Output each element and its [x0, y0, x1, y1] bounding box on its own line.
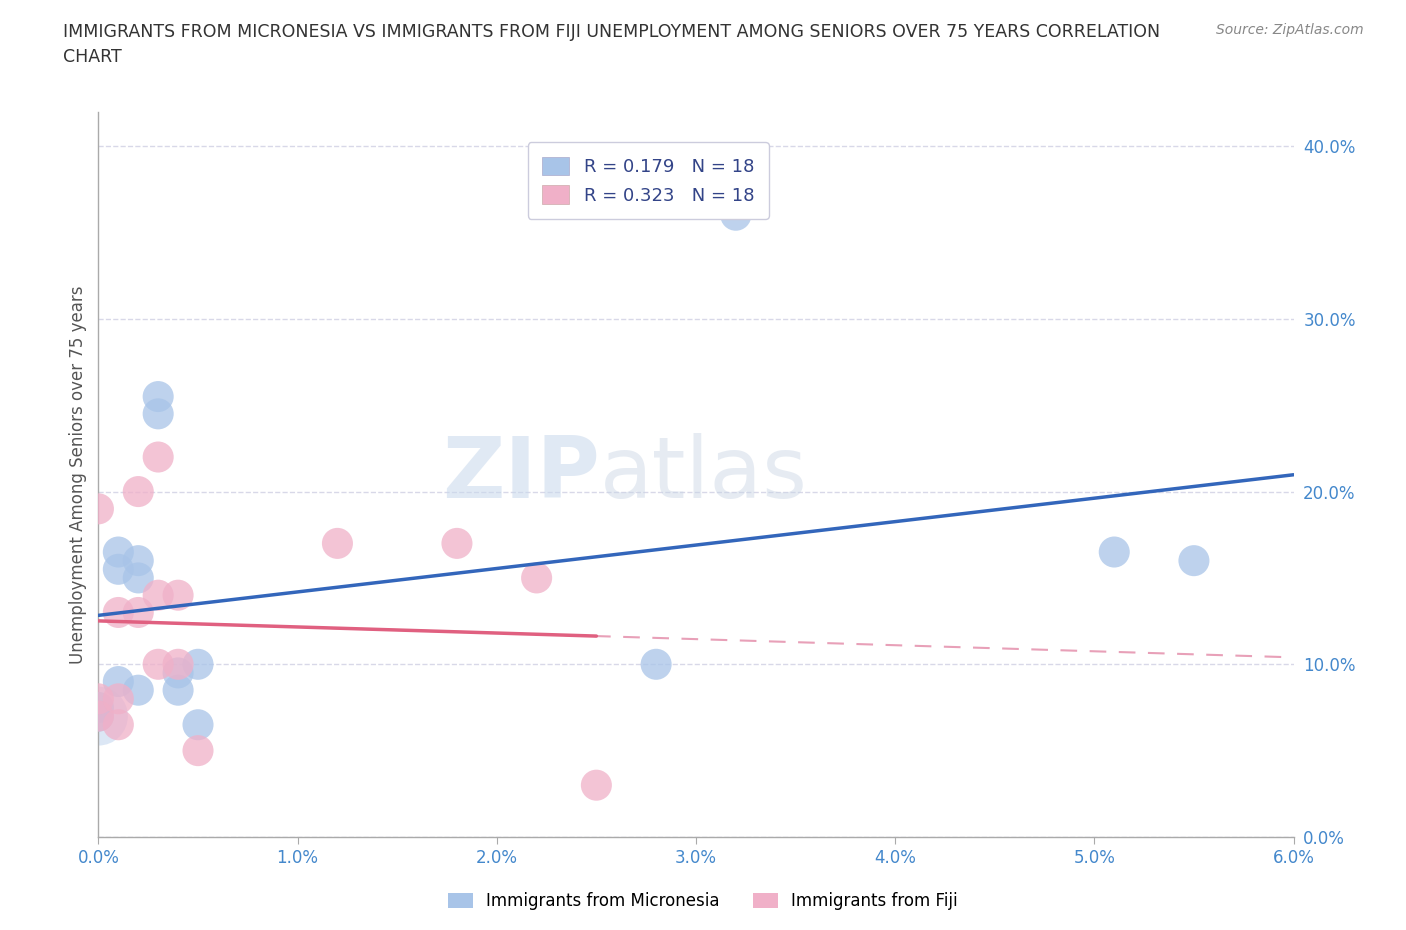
- Point: [107, 674, 129, 689]
- Point: [167, 657, 190, 671]
- Point: [107, 545, 129, 560]
- Text: Source: ZipAtlas.com: Source: ZipAtlas.com: [1216, 23, 1364, 37]
- Point: [107, 562, 129, 577]
- Point: [87, 700, 110, 715]
- Text: IMMIGRANTS FROM MICRONESIA VS IMMIGRANTS FROM FIJI UNEMPLOYMENT AMONG SENIORS OV: IMMIGRANTS FROM MICRONESIA VS IMMIGRANTS…: [63, 23, 1160, 41]
- Point: [645, 657, 668, 671]
- Point: [148, 406, 170, 421]
- Point: [107, 691, 129, 706]
- Point: [167, 588, 190, 603]
- Point: [1182, 553, 1205, 568]
- Legend: Immigrants from Micronesia, Immigrants from Fiji: Immigrants from Micronesia, Immigrants f…: [441, 885, 965, 917]
- Point: [127, 485, 149, 499]
- Point: [148, 588, 170, 603]
- Point: [446, 536, 468, 551]
- Point: [87, 691, 110, 706]
- Point: [187, 717, 209, 732]
- Point: [585, 777, 607, 792]
- Y-axis label: Unemployment Among Seniors over 75 years: Unemployment Among Seniors over 75 years: [69, 286, 87, 663]
- Point: [127, 605, 149, 620]
- Point: [187, 657, 209, 671]
- Point: [187, 743, 209, 758]
- Point: [526, 570, 548, 585]
- Point: [107, 717, 129, 732]
- Text: atlas: atlas: [600, 432, 808, 516]
- Point: [326, 536, 349, 551]
- Text: CHART: CHART: [63, 48, 122, 66]
- Point: [724, 207, 747, 222]
- Point: [127, 683, 149, 698]
- Point: [87, 709, 110, 724]
- Point: [127, 570, 149, 585]
- Point: [87, 709, 110, 724]
- Legend: R = 0.179   N = 18, R = 0.323   N = 18: R = 0.179 N = 18, R = 0.323 N = 18: [527, 142, 769, 219]
- Point: [148, 389, 170, 404]
- Point: [167, 666, 190, 681]
- Point: [167, 683, 190, 698]
- Point: [148, 449, 170, 464]
- Text: ZIP: ZIP: [443, 432, 600, 516]
- Point: [107, 605, 129, 620]
- Point: [148, 657, 170, 671]
- Point: [1104, 545, 1126, 560]
- Point: [87, 501, 110, 516]
- Point: [87, 709, 110, 724]
- Point: [127, 553, 149, 568]
